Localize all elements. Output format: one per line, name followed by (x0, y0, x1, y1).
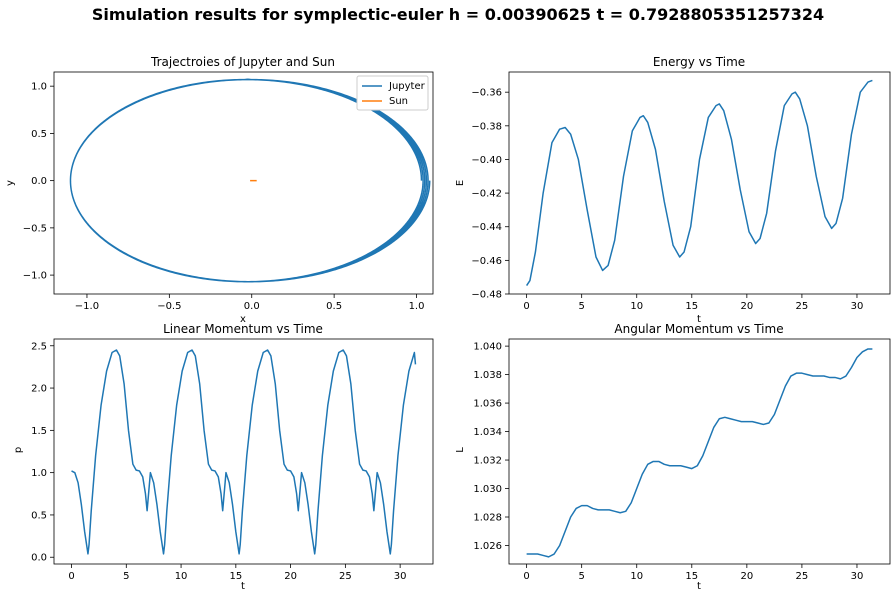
panel-angular-momentum: Angular Momentum vs Time 0 5 10 15 20 25 30 1.0… (455, 322, 891, 592)
x-tick-label: 5 (123, 571, 129, 582)
x-tick-label: 20 (740, 301, 753, 312)
linear-momentum-line (71, 349, 417, 555)
x-tick-label: 15 (685, 301, 698, 312)
legend-sun-label: Sun (389, 96, 408, 107)
y-tick-label: 1.026 (473, 541, 502, 552)
panel-angular-momentum-plot: 0 5 10 15 20 25 30 1.026 1.028 1.030 1.032 1.034 1.0… (473, 338, 891, 582)
y-tick-label: 1.5 (31, 426, 47, 437)
axes-frame (508, 71, 891, 295)
x-tick-label: 0 (523, 571, 529, 582)
panel-angular-momentum-ylabel: L (455, 447, 466, 453)
panel-linear-momentum-plot: 0 5 10 15 20 25 30 0.0 0.5 1.0 1.5 2.0 2.5 (31, 338, 434, 582)
panel-energy-plot: 0 5 10 15 20 25 30 −0.48 −0.46 −0.44 −0.42 −0.40 −0.… (471, 71, 891, 312)
y-tick-label: 2.0 (31, 384, 47, 395)
panel-linear-momentum-xlabel: t (241, 581, 245, 592)
panel-linear-momentum: Linear Momentum vs Time 0 5 10 15 20 25 300.00… (13, 322, 434, 592)
panel-trajectories-plot: −1.0 −0.5 0.0 0.5 1.0 −1.0 −0.5 0.0 0.5 1.0 (23, 71, 434, 312)
y-tick-label: −0.40 (471, 155, 502, 166)
y-tick-label: 1.028 (473, 513, 502, 524)
y-tick-label: 0.5 (31, 510, 47, 521)
y-tick-label: −0.42 (471, 189, 502, 200)
x-tick-label: 5 (578, 571, 584, 582)
panel-trajectories-xlabel: x (240, 314, 246, 325)
y-tick-label: 1.032 (473, 456, 502, 467)
y-tick-label: −0.44 (471, 222, 502, 233)
panel-angular-momentum-xlabel: t (697, 581, 701, 592)
y-tick-label: −0.5 (23, 223, 47, 234)
energy-line (525, 79, 873, 287)
y-tick-label: −0.46 (471, 256, 502, 267)
y-tick-label: 1.0 (31, 468, 47, 479)
x-tick-label: 30 (394, 571, 407, 582)
x-tick-label: 30 (851, 301, 864, 312)
x-tick-label: 10 (630, 301, 643, 312)
angular-momentum-line (526, 348, 873, 558)
y-tick-label: 1.034 (473, 427, 502, 438)
x-tick-label: 10 (630, 571, 643, 582)
jupyter-trajectory-line (69, 78, 431, 283)
y-tick-label: 1.038 (473, 370, 502, 381)
legend-jupyter-label: Jupyter (388, 81, 426, 92)
y-tick-label: 1.0 (31, 82, 47, 93)
y-tick-label: 2.5 (31, 341, 47, 352)
x-tick-label: 0.5 (326, 301, 342, 312)
panel-energy-title: Energy vs Time (653, 55, 745, 69)
axes-frame (53, 338, 434, 565)
x-tick-label: 5 (578, 301, 584, 312)
x-tick-label: 10 (175, 571, 188, 582)
y-tick-label: 0.0 (31, 176, 47, 187)
panel-trajectories-title: Trajectroies of Jupyter and Sun (150, 55, 335, 69)
y-tick-label: −0.36 (471, 88, 502, 99)
x-tick-label: 1.0 (409, 301, 425, 312)
x-tick-label: 25 (339, 571, 352, 582)
x-tick-label: 15 (229, 571, 242, 582)
y-tick-label: −1.0 (23, 271, 47, 282)
figure-suptitle: Simulation results for symplectic-euler … (92, 5, 824, 24)
panel-angular-momentum-title: Angular Momentum vs Time (614, 322, 783, 336)
x-tick-label: 25 (796, 301, 809, 312)
x-tick-label: 0 (523, 301, 529, 312)
x-tick-label: −1.0 (75, 301, 99, 312)
y-tick-label: 1.030 (473, 484, 502, 495)
panel-energy-xlabel: t (697, 314, 701, 325)
y-tick-label: 1.036 (473, 399, 502, 410)
axes-frame (53, 71, 434, 295)
x-tick-label: 30 (851, 571, 864, 582)
y-tick-label: 0.0 (31, 553, 47, 564)
panel-linear-momentum-title: Linear Momentum vs Time (163, 322, 323, 336)
x-tick-label: 20 (284, 571, 297, 582)
axes-frame (508, 338, 891, 565)
x-tick-label: 25 (796, 571, 809, 582)
x-tick-label: 0 (68, 571, 74, 582)
legend: Jupyter Sun (356, 75, 429, 111)
y-tick-label: −0.38 (471, 121, 502, 132)
panel-energy-ylabel: E (455, 180, 466, 186)
y-tick-label: 0.5 (31, 129, 47, 140)
y-tick-label: −0.48 (471, 290, 502, 301)
panel-trajectories: Trajectroies of Jupyter and Sun −1.0 −0.5… (5, 55, 434, 325)
x-tick-label: 0.0 (244, 301, 260, 312)
panel-linear-momentum-ylabel: p (13, 447, 24, 453)
panel-energy: Energy vs Time 0 5 10 15 20 25 30 −0.48 −0.46 −0.… (455, 55, 891, 325)
x-tick-label: −0.5 (157, 301, 181, 312)
x-tick-label: 15 (685, 571, 698, 582)
y-tick-label: 1.040 (473, 342, 502, 353)
x-tick-label: 20 (740, 571, 753, 582)
panel-trajectories-ylabel: y (5, 180, 16, 186)
